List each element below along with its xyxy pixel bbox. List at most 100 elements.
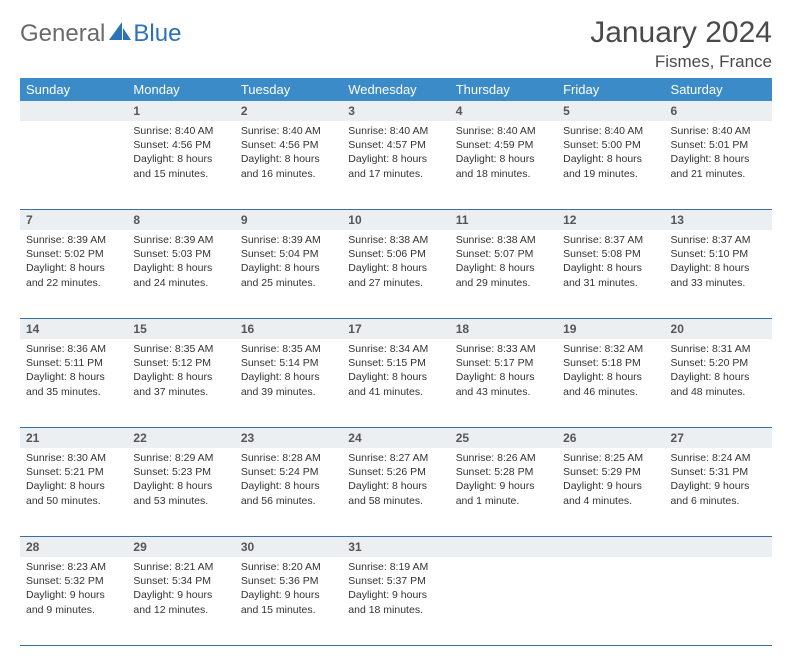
day1-line: Daylight: 9 hours xyxy=(241,588,336,602)
day1-line: Daylight: 8 hours xyxy=(241,261,336,275)
day2-line: and 24 minutes. xyxy=(133,276,228,290)
day-cell: Sunrise: 8:19 AMSunset: 5:37 PMDaylight:… xyxy=(342,557,449,646)
sunset-line: Sunset: 5:24 PM xyxy=(241,465,336,479)
day2-line: and 15 minutes. xyxy=(241,603,336,617)
day-number: 21 xyxy=(20,428,127,449)
sunrise-line: Sunrise: 8:34 AM xyxy=(348,342,443,356)
day-details: Sunrise: 8:37 AMSunset: 5:08 PMDaylight:… xyxy=(557,230,664,296)
location-label: Fismes, France xyxy=(590,52,772,72)
day-number xyxy=(557,537,664,558)
day-number-row: 123456 xyxy=(20,101,772,121)
day-number: 17 xyxy=(342,319,449,340)
day-cell: Sunrise: 8:39 AMSunset: 5:02 PMDaylight:… xyxy=(20,230,127,319)
day1-line: Daylight: 8 hours xyxy=(133,261,228,275)
day-cell: Sunrise: 8:21 AMSunset: 5:34 PMDaylight:… xyxy=(127,557,234,646)
day2-line: and 16 minutes. xyxy=(241,167,336,181)
day1-line: Daylight: 9 hours xyxy=(133,588,228,602)
day-cell: Sunrise: 8:40 AMSunset: 4:56 PMDaylight:… xyxy=(127,121,234,210)
day1-line: Daylight: 8 hours xyxy=(241,479,336,493)
day-cell: Sunrise: 8:20 AMSunset: 5:36 PMDaylight:… xyxy=(235,557,342,646)
sunset-line: Sunset: 5:01 PM xyxy=(671,138,766,152)
sunset-line: Sunset: 5:28 PM xyxy=(456,465,551,479)
sail-icon xyxy=(109,22,131,47)
sunset-line: Sunset: 5:21 PM xyxy=(26,465,121,479)
day1-line: Daylight: 8 hours xyxy=(671,152,766,166)
logo-text-general: General xyxy=(20,20,105,48)
day-number xyxy=(450,537,557,558)
sunset-line: Sunset: 5:08 PM xyxy=(563,247,658,261)
day2-line: and 50 minutes. xyxy=(26,494,121,508)
day-number: 6 xyxy=(665,101,772,121)
day-details: Sunrise: 8:40 AMSunset: 4:56 PMDaylight:… xyxy=(235,121,342,187)
day-cell: Sunrise: 8:31 AMSunset: 5:20 PMDaylight:… xyxy=(665,339,772,428)
day-cell: Sunrise: 8:37 AMSunset: 5:08 PMDaylight:… xyxy=(557,230,664,319)
sunrise-line: Sunrise: 8:40 AM xyxy=(133,124,228,138)
day-details: Sunrise: 8:36 AMSunset: 5:11 PMDaylight:… xyxy=(20,339,127,405)
day-cell: Sunrise: 8:29 AMSunset: 5:23 PMDaylight:… xyxy=(127,448,234,537)
sunset-line: Sunset: 5:10 PM xyxy=(671,247,766,261)
day1-line: Daylight: 8 hours xyxy=(671,261,766,275)
week-row: Sunrise: 8:36 AMSunset: 5:11 PMDaylight:… xyxy=(20,339,772,428)
day-details: Sunrise: 8:27 AMSunset: 5:26 PMDaylight:… xyxy=(342,448,449,514)
day1-line: Daylight: 8 hours xyxy=(456,261,551,275)
day-cell: Sunrise: 8:38 AMSunset: 5:06 PMDaylight:… xyxy=(342,230,449,319)
day-number: 24 xyxy=(342,428,449,449)
sunset-line: Sunset: 5:26 PM xyxy=(348,465,443,479)
day-number xyxy=(665,537,772,558)
sunset-line: Sunset: 4:57 PM xyxy=(348,138,443,152)
day2-line: and 1 minute. xyxy=(456,494,551,508)
day2-line: and 12 minutes. xyxy=(133,603,228,617)
day1-line: Daylight: 8 hours xyxy=(456,370,551,384)
sunrise-line: Sunrise: 8:39 AM xyxy=(241,233,336,247)
day2-line: and 17 minutes. xyxy=(348,167,443,181)
day-number: 26 xyxy=(557,428,664,449)
sunrise-line: Sunrise: 8:27 AM xyxy=(348,451,443,465)
sunset-line: Sunset: 5:36 PM xyxy=(241,574,336,588)
day-details: Sunrise: 8:30 AMSunset: 5:21 PMDaylight:… xyxy=(20,448,127,514)
sunset-line: Sunset: 5:29 PM xyxy=(563,465,658,479)
sunrise-line: Sunrise: 8:37 AM xyxy=(671,233,766,247)
week-row: Sunrise: 8:30 AMSunset: 5:21 PMDaylight:… xyxy=(20,448,772,537)
day-details: Sunrise: 8:34 AMSunset: 5:15 PMDaylight:… xyxy=(342,339,449,405)
sunset-line: Sunset: 5:37 PM xyxy=(348,574,443,588)
sunset-line: Sunset: 5:17 PM xyxy=(456,356,551,370)
day-number: 28 xyxy=(20,537,127,558)
sunrise-line: Sunrise: 8:38 AM xyxy=(456,233,551,247)
day2-line: and 46 minutes. xyxy=(563,385,658,399)
day-number-row: 21222324252627 xyxy=(20,428,772,449)
sunset-line: Sunset: 5:14 PM xyxy=(241,356,336,370)
sunrise-line: Sunrise: 8:20 AM xyxy=(241,560,336,574)
day2-line: and 18 minutes. xyxy=(348,603,443,617)
day2-line: and 39 minutes. xyxy=(241,385,336,399)
day-details: Sunrise: 8:20 AMSunset: 5:36 PMDaylight:… xyxy=(235,557,342,623)
day-cell: Sunrise: 8:34 AMSunset: 5:15 PMDaylight:… xyxy=(342,339,449,428)
day1-line: Daylight: 9 hours xyxy=(348,588,443,602)
day-details: Sunrise: 8:37 AMSunset: 5:10 PMDaylight:… xyxy=(665,230,772,296)
sunset-line: Sunset: 5:04 PM xyxy=(241,247,336,261)
day-number: 25 xyxy=(450,428,557,449)
day1-line: Daylight: 8 hours xyxy=(348,370,443,384)
day2-line: and 9 minutes. xyxy=(26,603,121,617)
day-details: Sunrise: 8:19 AMSunset: 5:37 PMDaylight:… xyxy=(342,557,449,623)
sunset-line: Sunset: 5:06 PM xyxy=(348,247,443,261)
day-number: 30 xyxy=(235,537,342,558)
day-number-row: 14151617181920 xyxy=(20,319,772,340)
day-cell: Sunrise: 8:30 AMSunset: 5:21 PMDaylight:… xyxy=(20,448,127,537)
sunset-line: Sunset: 5:20 PM xyxy=(671,356,766,370)
day1-line: Daylight: 8 hours xyxy=(133,152,228,166)
day-details: Sunrise: 8:24 AMSunset: 5:31 PMDaylight:… xyxy=(665,448,772,514)
day-details: Sunrise: 8:26 AMSunset: 5:28 PMDaylight:… xyxy=(450,448,557,514)
sunrise-line: Sunrise: 8:40 AM xyxy=(456,124,551,138)
sunrise-line: Sunrise: 8:35 AM xyxy=(241,342,336,356)
day-cell xyxy=(20,121,127,210)
day1-line: Daylight: 9 hours xyxy=(456,479,551,493)
weekday-heading: Thursday xyxy=(450,78,557,101)
day1-line: Daylight: 8 hours xyxy=(26,479,121,493)
day-cell: Sunrise: 8:40 AMSunset: 5:01 PMDaylight:… xyxy=(665,121,772,210)
weekday-heading: Saturday xyxy=(665,78,772,101)
day-details: Sunrise: 8:39 AMSunset: 5:04 PMDaylight:… xyxy=(235,230,342,296)
weekday-heading: Friday xyxy=(557,78,664,101)
day-cell xyxy=(450,557,557,646)
sunrise-line: Sunrise: 8:21 AM xyxy=(133,560,228,574)
day-cell: Sunrise: 8:37 AMSunset: 5:10 PMDaylight:… xyxy=(665,230,772,319)
